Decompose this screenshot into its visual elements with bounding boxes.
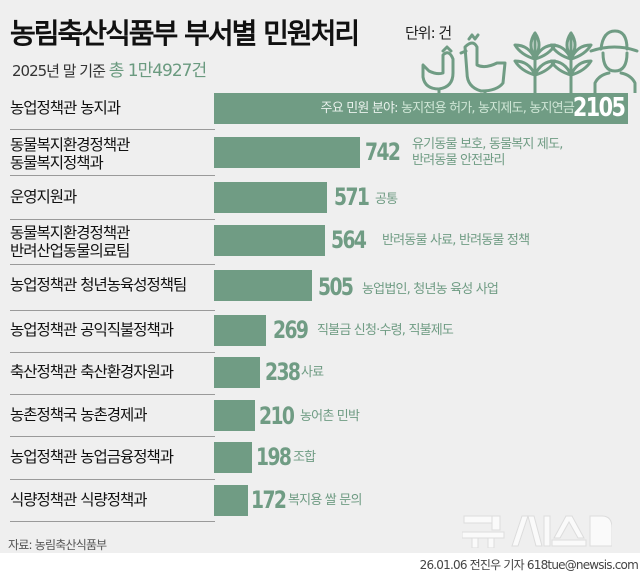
bar — [214, 182, 327, 213]
department-label: 농촌정책국 농촌경제과 — [10, 406, 148, 424]
label-line: 동물복지환경정책관 — [10, 136, 130, 154]
chart-title: 농림축산식품부 부서별 민원처리 — [10, 17, 360, 50]
bar-value: 210 — [259, 402, 295, 430]
row-divider — [10, 264, 215, 265]
bar-annotation: 농업법인, 청년농 육성 사업 — [362, 282, 499, 297]
department-label: 농업정책관 농업금융정책과 — [10, 448, 174, 466]
bar-value: 2105 — [572, 93, 626, 123]
subtitle-total: 총 1만4927건 — [108, 61, 207, 81]
row-divider — [10, 436, 215, 437]
department-label: 농업정책관 청년농육성정책팀 — [10, 276, 187, 294]
chicken-icon — [421, 45, 455, 93]
bar: 주요 민원 분야: 농지전용 허가, 농지제도, 농지연금 2105 — [214, 93, 628, 124]
subtitle-date: 2025년 말 기준 — [12, 62, 106, 80]
bar-annotation: 유기동물 보호, 동물복지 제도, 반려동물 안전관리 — [412, 137, 563, 168]
chart-subtitle: 2025년 말 기준 총 1만4927건 — [12, 56, 207, 81]
bar — [214, 315, 266, 346]
byline: 26.01.06 전진우 기자 618tue@newsis.com — [419, 558, 639, 572]
bar-value: 505 — [318, 273, 354, 301]
bar — [214, 225, 325, 256]
farm-illustration — [421, 29, 639, 93]
wheat-icon — [549, 31, 593, 93]
bar-annotation: 복지용 쌀 문의 — [288, 493, 362, 508]
department-label: 농업정책관 공익직불정책과 — [10, 321, 174, 339]
source-note: 자료: 농림축산식품부 — [8, 538, 107, 552]
bar-value: 172 — [251, 486, 287, 514]
row-divider — [10, 310, 215, 311]
bar-value: 269 — [273, 316, 309, 344]
bar-annotation: 직불금 신청·수령, 직불제도 — [317, 323, 454, 338]
annotation-text: 농지전용 허가, 농지제도, 농지연금 — [401, 101, 575, 116]
department-label: 식량정책관 식량정책과 — [10, 491, 148, 509]
department-label: 농업정책관 농지과 — [10, 99, 121, 117]
bar — [214, 270, 312, 301]
bar-value: 238 — [265, 358, 301, 386]
bar — [214, 400, 255, 431]
newsis-logo-icon — [462, 515, 612, 548]
farmer-icon — [589, 29, 639, 93]
bar — [214, 357, 260, 388]
bar-value: 571 — [334, 183, 370, 211]
bar — [214, 442, 252, 473]
bar-annotation: 사료 — [301, 365, 324, 380]
infographic-panel: 농림축산식품부 부서별 민원처리 단위: 건 2025년 말 기준 총 1만49… — [0, 0, 640, 553]
annotation-prefix: 주요 민원 분야: — [320, 101, 402, 116]
wheat-icon — [513, 31, 557, 93]
row-divider — [10, 352, 215, 353]
bar-annotation: 반려동물 사료, 반려동물 정책 — [382, 233, 530, 248]
row-divider — [10, 219, 215, 220]
department-label: 축산정책관 축산환경자원과 — [10, 363, 174, 381]
department-label: 동물복지환경정책관 반려산업동물의료팀 — [10, 224, 130, 260]
row-divider — [10, 479, 215, 480]
department-label: 동물복지환경정책관 동물복지정책과 — [10, 136, 130, 172]
bar-value: 742 — [365, 138, 401, 166]
row-divider — [10, 129, 215, 130]
bar-value: 198 — [256, 443, 292, 471]
bar-annotation: 공통 — [375, 192, 398, 207]
row-divider — [10, 175, 215, 176]
rooster-icon — [459, 33, 507, 93]
bar-annotation: 농어촌 민박 — [300, 409, 360, 424]
bar-value: 564 — [331, 226, 367, 254]
label-line: 동물복지정책과 — [10, 154, 104, 172]
label-line: 동물복지환경정책관 — [10, 224, 130, 242]
bar — [214, 485, 248, 516]
unit-label: 단위: 건 — [405, 24, 452, 42]
bar — [214, 137, 360, 168]
row-divider — [10, 521, 215, 522]
department-label: 운영지원과 — [10, 188, 77, 206]
bar-annotation: 조합 — [293, 450, 316, 465]
label-line: 반려산업동물의료팀 — [10, 242, 130, 260]
row-divider — [10, 394, 215, 395]
bar-annotation: 주요 민원 분야: 농지전용 허가, 농지제도, 농지연금 — [320, 93, 575, 124]
